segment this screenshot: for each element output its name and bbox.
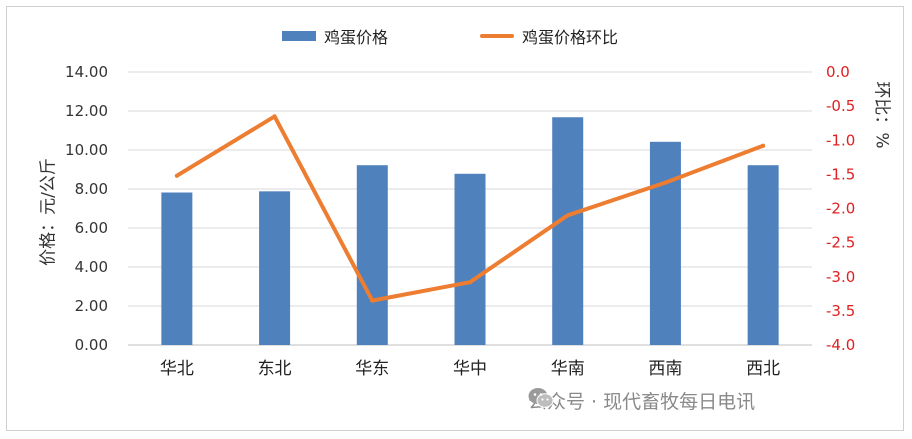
line-point [663,180,668,185]
line-point [565,213,570,218]
legend-item-line: 鸡蛋价格环比 [480,24,618,48]
line-point [174,173,179,178]
chart-frame [6,6,904,431]
y-tick-label: 12.00 [65,102,108,120]
line-point [370,298,375,303]
watermark-text: 公众号 · 现代畜牧每日电讯 [528,391,756,413]
watermark: 公众号 · 现代畜牧每日电讯 [528,387,755,414]
y-tick-label: 2.00 [75,297,108,315]
y2-tick-label: 0.0 [826,63,850,81]
y2-tick-label: -2.0 [826,200,855,218]
y2-tick-label: -4.0 [826,336,855,354]
bar [747,165,779,345]
legend-bar-swatch [282,31,316,41]
y2-tick-label: -3.5 [826,302,855,320]
x-tick-label: 华中 [453,359,487,379]
line-point [761,143,766,148]
x-tick-label: 华东 [355,359,389,379]
y-tick-label: 10.00 [65,141,108,159]
y-tick-label: 6.00 [75,219,108,237]
x-tick-label: 华北 [160,359,194,379]
y-tick-label: 4.00 [75,258,108,276]
x-tick-label: 东北 [258,359,292,379]
y2-tick-label: -1.0 [826,131,855,149]
y-tick-label: 14.00 [65,63,108,81]
x-tick-label: 华南 [551,359,585,379]
y2-tick-label: -0.5 [826,97,855,115]
line-point [468,280,472,285]
wechat-icon [528,388,554,408]
y2-tick-label: -2.5 [826,234,855,252]
y2-tick-label: -3.0 [826,268,855,286]
legend-line-swatch [480,34,514,38]
y-tick-label: 8.00 [75,180,108,198]
legend-line-label: 鸡蛋价格环比 [522,28,619,47]
legend-bar-label: 鸡蛋价格 [324,28,389,47]
bar [454,173,486,345]
bar [552,117,584,346]
line-point [272,114,277,119]
bar [356,165,388,345]
y2-tick-label: -1.5 [826,165,855,183]
legend-item-bar: 鸡蛋价格 [282,24,388,48]
bar [649,141,681,345]
bar [161,192,193,345]
x-tick-label: 西南 [648,359,682,379]
bar [259,191,291,345]
x-tick-label: 西北 [746,359,780,379]
y-tick-label: 0.00 [75,336,108,354]
